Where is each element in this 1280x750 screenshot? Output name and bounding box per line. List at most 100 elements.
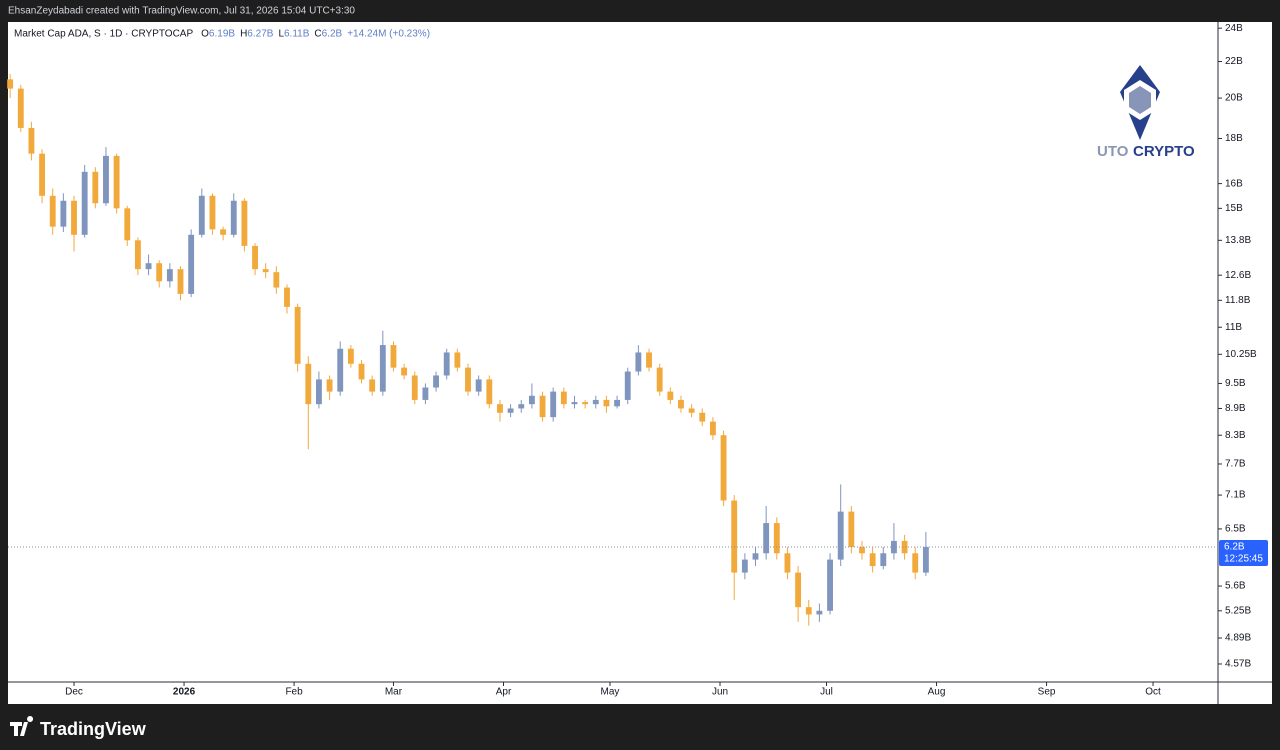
header-credit: EhsanZeydabadi created with TradingView.… [8, 6, 355, 17]
x-tick-label: Jul [820, 687, 833, 698]
candle-body [273, 272, 280, 288]
legend-value: 6.19B [209, 29, 235, 40]
price-countdown: 12:25:45 [1224, 554, 1263, 565]
candle-body [763, 523, 770, 554]
candle-body [773, 523, 780, 554]
legend-value: 6.2B [322, 29, 343, 40]
x-tick-label: 2026 [173, 687, 196, 698]
logo: UTO CRYPTO [1097, 65, 1195, 160]
candle-body [816, 610, 823, 615]
candle-body [646, 352, 652, 368]
candle-body [752, 553, 759, 560]
candle-body [465, 367, 471, 392]
candle-body [433, 375, 439, 388]
y-tick-label: 11B [1225, 322, 1242, 333]
legend-change: +14.24M (+0.23%) [347, 29, 430, 40]
candle-body [901, 540, 908, 554]
candle-body [731, 500, 738, 573]
candle-body [379, 345, 386, 392]
candle-body [805, 607, 812, 615]
candle-body [582, 402, 589, 405]
y-tick-label: 5.6B [1225, 581, 1246, 592]
candle-body [656, 367, 663, 392]
candle-body [614, 399, 621, 407]
candle-body [113, 155, 120, 209]
candle-body [869, 553, 876, 567]
candle-body [592, 399, 599, 405]
y-tick-label: 22B [1225, 56, 1243, 67]
candle-body [369, 379, 376, 392]
candle-body [795, 572, 802, 608]
candle-body [28, 127, 35, 154]
legend-key: L [278, 29, 284, 40]
y-tick-label: 11.8B [1225, 295, 1251, 306]
x-tick-label: Feb [285, 687, 303, 698]
candle-body [411, 375, 418, 400]
candle-body [305, 363, 312, 405]
candle-body [262, 269, 269, 273]
y-tick-label: 15B [1225, 203, 1243, 214]
legend-key: O [201, 29, 209, 40]
candle-body [390, 345, 397, 368]
y-tick-label: 24B [1225, 23, 1243, 34]
candle-body [198, 195, 205, 235]
candle-body [145, 263, 152, 270]
candle-body [422, 387, 429, 400]
candle-body [827, 559, 833, 611]
candle-body [347, 348, 354, 364]
candle-body [454, 352, 461, 368]
price-label: 6.2B [1224, 542, 1245, 553]
candle-body [571, 402, 578, 405]
candle-body [252, 245, 258, 270]
y-tick-label: 9.5B [1225, 378, 1246, 389]
y-tick-label: 4.89B [1225, 633, 1251, 644]
candle-body [188, 234, 195, 294]
y-tick-label: 20B [1225, 93, 1243, 104]
candle-body [294, 306, 301, 364]
candle-body [443, 352, 450, 376]
candle-body [912, 553, 919, 573]
y-tick-label: 5.25B [1225, 605, 1251, 616]
candle-body [156, 263, 163, 282]
candle-body [880, 553, 887, 567]
legend-symbol: Market Cap ADA, S · 1D · CRYPTOCAP [14, 29, 193, 40]
logo-text: CRYPTO [1133, 143, 1195, 160]
y-tick-label: 8.9B [1225, 403, 1246, 414]
candle-body [922, 547, 929, 573]
y-tick-label: 6.5B [1225, 524, 1246, 535]
candle-body [230, 200, 237, 235]
candle-body [635, 352, 642, 372]
candle-body [81, 171, 88, 235]
candle-body [550, 391, 557, 418]
candle-body [784, 553, 791, 573]
candle-body [497, 404, 503, 413]
candle-body [848, 511, 855, 548]
candle-body [284, 287, 290, 307]
candle-body [859, 547, 865, 554]
candle-body [837, 511, 844, 560]
candle-body [720, 435, 727, 501]
candle-body [39, 153, 46, 196]
footer-logo [10, 716, 34, 736]
y-tick-label: 18B [1225, 133, 1243, 144]
legend-key: C [314, 29, 321, 40]
candle-body [92, 171, 99, 204]
candle-body [539, 395, 546, 418]
candle-body [507, 408, 514, 413]
candle-body [741, 559, 748, 573]
x-tick-label: Sep [1038, 687, 1056, 698]
candle-body [177, 269, 184, 294]
candle-body [71, 200, 77, 235]
y-tick-label: 10.25B [1225, 349, 1257, 360]
candle-body [401, 367, 408, 376]
y-tick-label: 7.7B [1225, 459, 1246, 470]
candle-body [337, 348, 344, 392]
candle-body [103, 155, 109, 204]
candle-body [699, 412, 706, 422]
candle-body [220, 229, 227, 235]
candle-body [326, 379, 333, 392]
candle-body [316, 379, 322, 405]
candle-body [209, 195, 216, 230]
